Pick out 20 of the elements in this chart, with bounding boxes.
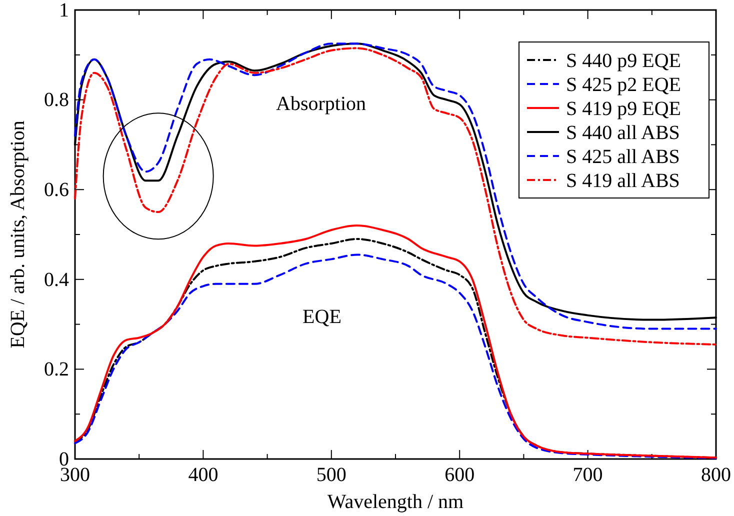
legend-label: S 419 p9 EQE [566, 98, 681, 120]
legend-label: S 425 all ABS [566, 146, 680, 168]
legend-label: S 425 p2 EQE [566, 74, 681, 96]
y-axis-title: EQE / arb. units, Absorption [7, 120, 29, 348]
x-tick-label: 500 [316, 464, 346, 486]
legend-label: S 440 all ABS [566, 122, 680, 144]
x-tick-label: 700 [572, 464, 603, 486]
annotation: Absorption [276, 93, 366, 115]
y-tick-label: 0.8 [44, 89, 69, 112]
y-tick-label: 0.2 [44, 358, 69, 381]
legend-label: S 440 p9 EQE [566, 50, 681, 72]
y-tick-label: 0.4 [44, 268, 69, 291]
x-axis-title: Wavelength / nm [327, 491, 464, 513]
x-tick-label: 800 [701, 464, 731, 486]
x-tick-label: 400 [188, 464, 218, 486]
x-tick-label: 600 [444, 464, 475, 486]
y-tick-label: 1 [59, 0, 69, 22]
annotation: EQE [302, 306, 342, 328]
y-tick-label: 0.6 [44, 179, 69, 201]
legend-label: S 419 all ABS [566, 170, 680, 192]
